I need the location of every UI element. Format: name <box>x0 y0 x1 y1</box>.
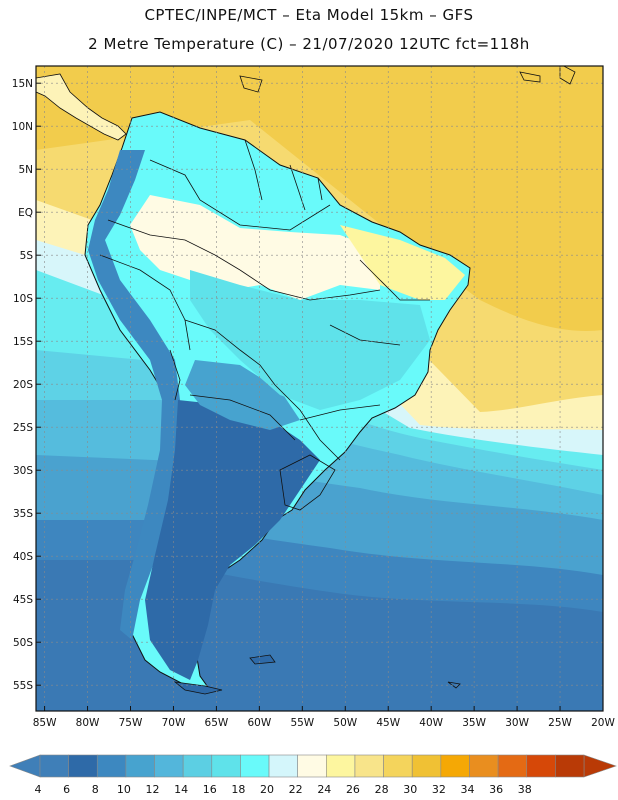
lon-tick-label: 55W <box>290 717 314 729</box>
country-borders <box>99 139 430 511</box>
lat-tick-label: 15N <box>12 78 33 90</box>
colorbar-label: 24 <box>317 783 331 796</box>
chaco-cool-region <box>185 360 300 430</box>
lat-tick-label: 40S <box>13 551 33 563</box>
lat-tick-label: 5S <box>20 250 34 262</box>
lat-tick-label: 45S <box>13 594 33 606</box>
colorbar-swatch <box>411 754 442 778</box>
colorbar-swatch <box>526 754 556 778</box>
colorbar-label: 8 <box>92 783 99 796</box>
colorbar-swatch <box>354 754 384 778</box>
lat-tick-label: 55S <box>13 680 33 692</box>
colorbar-swatch <box>182 754 213 778</box>
lat-tick-label: 30S <box>13 465 33 477</box>
colorbar-arrow-high <box>583 754 617 778</box>
colorbar-label: 38 <box>518 783 532 796</box>
central-brazil-cool-region <box>190 270 430 410</box>
colorbar-swatch <box>383 754 413 778</box>
colorbar-label: 10 <box>117 783 131 796</box>
colorbar-label: 34 <box>460 783 474 796</box>
lat-tick-label: 50S <box>13 637 33 649</box>
lon-tick-label: 65W <box>205 717 229 729</box>
colorbar-label: 12 <box>146 783 160 796</box>
colorbar-label: 16 <box>203 783 217 796</box>
colorbar-swatch <box>240 754 270 778</box>
colorbar-swatch <box>440 754 470 778</box>
colorbar-label: 18 <box>231 783 245 796</box>
colorbar-swatch <box>211 754 241 778</box>
lat-tick-label: EQ <box>18 207 33 219</box>
colorbar-label: 20 <box>260 783 274 796</box>
colorbar-label: 32 <box>432 783 446 796</box>
lon-tick-label: 50W <box>333 717 357 729</box>
colorbar-label: 22 <box>289 783 303 796</box>
lon-tick-label: 80W <box>76 717 100 729</box>
colorbar-swatch <box>96 754 127 778</box>
colorbar-label: 14 <box>174 783 188 796</box>
map-title-line-2: 2 Metre Temperature (C) – 21/07/2020 12U… <box>88 35 530 53</box>
colorbar-label: 30 <box>403 783 417 796</box>
colorbar-label: 36 <box>489 783 503 796</box>
lon-tick-label: 45W <box>376 717 400 729</box>
colorbar-label: 28 <box>375 783 389 796</box>
colorbar-swatch <box>125 754 155 778</box>
colorbar-arrow-low <box>9 754 41 778</box>
lon-tick-label: 35W <box>462 717 486 729</box>
colorbar-swatch <box>68 754 98 778</box>
colorbar: 4 6 8 10 12 14 16 18 20 22 24 26 28 30 32 34 36 38 <box>9 754 617 796</box>
central-america-land <box>36 73 127 141</box>
lat-tick-label: 10N <box>12 121 33 133</box>
colorbar-label: 26 <box>346 783 360 796</box>
lat-tick-label: 10S <box>13 293 33 305</box>
colorbar-swatch <box>268 754 298 778</box>
colorbar-swatch <box>39 754 69 778</box>
lat-tick-label: 20S <box>13 379 33 391</box>
lon-tick-label: 75W <box>119 717 143 729</box>
andes-cold-strip <box>88 150 180 640</box>
colorbar-swatch <box>154 754 184 778</box>
falkland-islands <box>249 654 276 665</box>
lat-tick-label: 25S <box>13 422 33 434</box>
colorbar-swatch <box>326 754 356 778</box>
lesser-antilles <box>519 71 541 83</box>
map-field <box>36 66 603 711</box>
lon-tick-label: 70W <box>162 717 186 729</box>
lon-tick-label: 20W <box>591 717 615 729</box>
lon-tick-label: 25W <box>548 717 572 729</box>
lon-tick-label: 40W <box>419 717 443 729</box>
caribbean-island <box>239 75 263 93</box>
map-frame <box>35 65 604 712</box>
colorbar-label: 4 <box>35 783 42 796</box>
lat-tick-label: 5N <box>18 164 33 176</box>
colorbar-swatch <box>497 754 528 778</box>
longitude-ticks: 85W 80W 75W 70W 65W 60W 55W 50W 45W 40W 35W 30W 25W 2… <box>33 706 615 729</box>
antilles-islands <box>559 66 576 85</box>
colorbar-swatch <box>555 754 585 778</box>
map-title-line-1: CPTEC/INPE/MCT – Eta Model 15km – GFS <box>144 6 474 24</box>
lat-tick-label: 15S <box>13 336 33 348</box>
colorbar-label: 6 <box>63 783 70 796</box>
northeast-warm-region <box>340 225 465 300</box>
latitude-ticks: 15N 10N 5N EQ 5S 10S 15S 20S 25S 30S 35S 40S 45S 50S 5… <box>12 78 41 692</box>
lon-tick-label: 30W <box>505 717 529 729</box>
lon-tick-label: 85W <box>33 717 57 729</box>
colorbar-swatch <box>297 754 327 778</box>
lon-tick-label: 60W <box>247 717 271 729</box>
lat-tick-label: 35S <box>13 508 33 520</box>
colorbar-swatch <box>469 754 499 778</box>
